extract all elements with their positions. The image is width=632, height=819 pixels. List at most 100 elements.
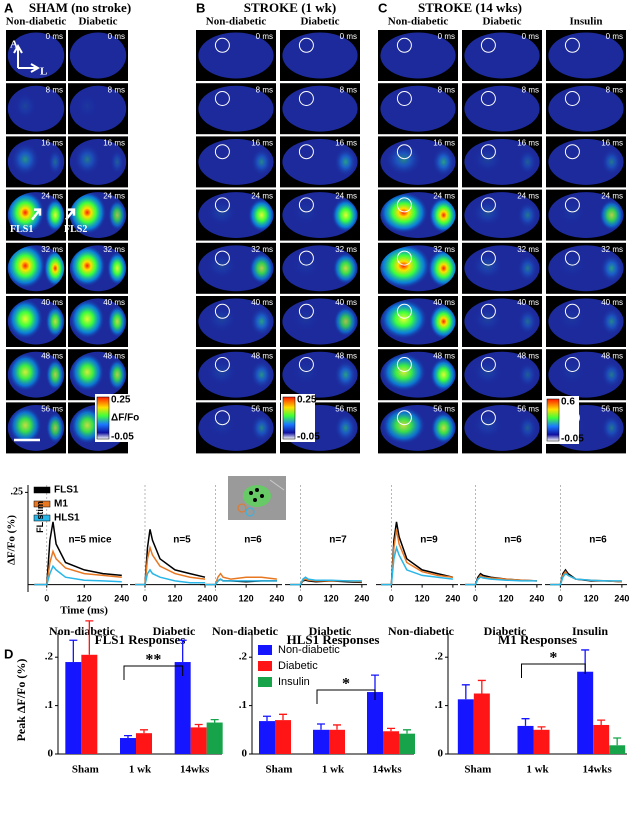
bar [259, 721, 275, 754]
image-cell: 8 ms [546, 83, 626, 135]
image-cell: 8 ms [196, 83, 276, 135]
roi-circle [298, 197, 314, 213]
roi-circle [396, 410, 412, 426]
time-label: 24 ms [517, 192, 539, 201]
roi-circle [298, 91, 314, 106]
y-tick-label: 0 [438, 748, 444, 760]
significance-bracket [521, 663, 586, 678]
time-label: 16 ms [41, 139, 63, 148]
brain-surface [282, 85, 358, 132]
time-label: 8 ms [522, 85, 539, 94]
time-label: 16 ms [601, 139, 623, 148]
time-label: 32 ms [517, 245, 539, 254]
bar [206, 722, 223, 754]
sample-size: n=6 [244, 535, 262, 546]
activity-blob [334, 413, 357, 443]
colorbar-min: -0.05 [297, 432, 320, 443]
trace-line [381, 545, 453, 586]
sample-size: n=7 [329, 535, 347, 546]
activity-blob [205, 305, 238, 333]
time-label: 56 ms [41, 405, 63, 414]
error-bar [85, 620, 94, 655]
significance-bracket [316, 689, 376, 704]
activity [10, 142, 63, 177]
x-tick-label: 0 [473, 593, 478, 603]
activity-blob [108, 199, 127, 231]
group-label: Diabetic [484, 624, 527, 638]
legend-label: HLS1 [54, 513, 80, 524]
panel-title: STROKE (1 wk) [244, 0, 336, 15]
image-cell: 8 ms [6, 83, 66, 135]
time-label: 0 ms [438, 32, 455, 41]
activity-blob [250, 147, 273, 176]
x-tick-label: 14wks [180, 764, 210, 776]
x-tick-label: 240 [614, 593, 629, 603]
time-label: 48 ms [251, 351, 273, 360]
orientation-lateral: L [40, 66, 47, 78]
activity-blob [556, 252, 587, 280]
activity-blob [248, 198, 274, 233]
chart-title: FLS1 Responses [95, 632, 186, 647]
time-label: 40 ms [517, 298, 539, 307]
image-cell: 24 ms [378, 189, 458, 241]
image-cell: 16 ms [196, 136, 276, 188]
time-label: 24 ms [433, 192, 455, 201]
colorbar-min: -0.05 [111, 432, 134, 443]
group-label: Diabetic [309, 624, 352, 638]
roi-circle [298, 37, 314, 53]
y-tick-label: .2 [45, 651, 54, 663]
activity-blob [7, 245, 46, 289]
roi-circle [214, 144, 230, 160]
bar [367, 692, 383, 754]
time-label: 40 ms [41, 298, 63, 307]
roi-circle [214, 250, 230, 266]
error-bar [124, 734, 132, 739]
y-tick-label: 0 [242, 748, 248, 760]
image-cell: 16 ms [546, 136, 626, 188]
activity [75, 92, 99, 120]
activity-blob [10, 142, 40, 177]
legend-swatch [33, 486, 51, 494]
activity-blob [7, 298, 44, 340]
colorbar-min: -0.05 [561, 434, 584, 445]
image-cell: 40 ms [546, 296, 626, 347]
error-bar [477, 679, 486, 694]
activity [7, 298, 65, 340]
time-label: 56 ms [517, 405, 539, 414]
activity-blob [290, 305, 321, 333]
error-bar [178, 639, 187, 663]
time-label: 8 ms [438, 85, 455, 94]
roi-circle [480, 410, 496, 426]
x-tick-label: 0 [389, 593, 394, 603]
group-label: Non-diabetic [49, 624, 116, 638]
legend-swatch [258, 661, 272, 671]
sample-size: n=5 [173, 535, 191, 546]
activity-blob [69, 245, 106, 287]
activity-blob [556, 305, 587, 333]
brain-surface [69, 32, 127, 79]
roi-circle [214, 357, 230, 372]
bar [383, 731, 399, 754]
image-cell: 24 ms [6, 189, 66, 241]
roi-circle [214, 410, 230, 426]
activity [601, 148, 622, 176]
brain-surface [198, 138, 274, 185]
activity-blob [517, 254, 538, 282]
x-tick-label: 0 [142, 593, 147, 603]
activity-blob [471, 198, 504, 227]
x-tick-label: 120 [324, 593, 339, 603]
x-tick-label: 240 [445, 593, 460, 603]
trace-line [34, 549, 122, 586]
roi-circle [564, 357, 580, 372]
sample-size: n=6 [504, 535, 522, 546]
bar [329, 729, 345, 754]
image-cell: 24 ms [196, 189, 276, 241]
x-tick-label: 240 [197, 593, 212, 603]
activity [334, 147, 358, 177]
activity [380, 298, 456, 340]
image-cell: 24 ms [68, 189, 128, 241]
activity-blob [13, 92, 37, 120]
activity-blob [517, 308, 538, 335]
image-cell: 16 ms [280, 136, 360, 188]
image-cell: 0 ms [6, 30, 66, 81]
